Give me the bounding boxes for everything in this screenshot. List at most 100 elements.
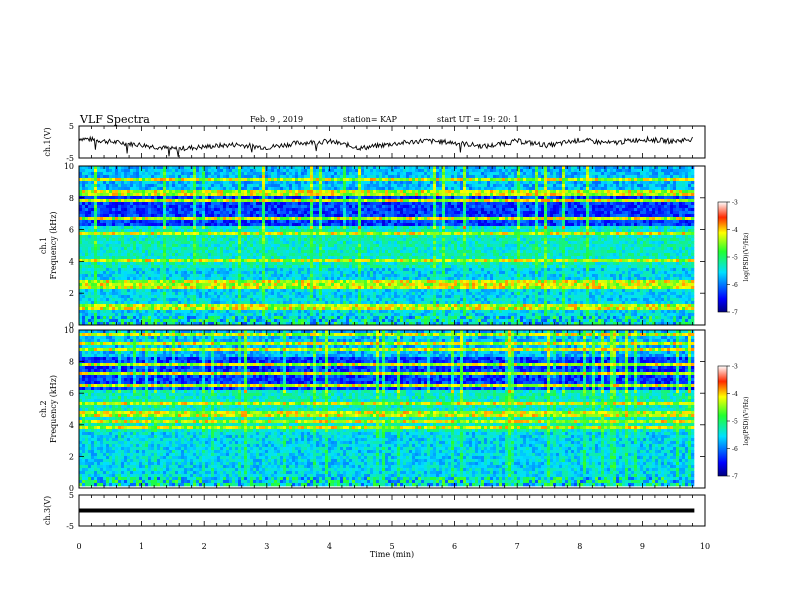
spectrogram-cell [313, 208, 316, 211]
spectrogram-cell [313, 217, 316, 220]
spectrogram-cell [106, 202, 109, 205]
spectrogram-cell [544, 187, 547, 190]
spectrogram-cell [169, 205, 172, 208]
spectrogram-cell [418, 196, 421, 199]
spectrogram-cell [403, 169, 406, 172]
spectrogram-cell [427, 172, 430, 175]
spectrogram-cell [430, 181, 433, 184]
spectrogram-cell [664, 172, 667, 175]
spectrogram-cell [181, 229, 184, 232]
spectrogram-cell [196, 169, 199, 172]
spectrogram-cell [673, 181, 676, 184]
spectrogram-cell [601, 217, 604, 220]
spectrogram-cell [502, 202, 505, 205]
spectrogram-cell [565, 205, 568, 208]
spectrogram-cell [571, 232, 574, 235]
spectrogram-cell [259, 214, 262, 217]
spectrogram-cell [337, 181, 340, 184]
spectrogram-cell [637, 181, 640, 184]
spectrogram-cell [301, 172, 304, 175]
spectrogram-cell [418, 229, 421, 232]
spectrogram-cell [637, 178, 640, 181]
spectrogram-cell [400, 223, 403, 226]
spectrogram-cell [499, 181, 502, 184]
spectrogram-cell [499, 229, 502, 232]
spectrogram-cell [121, 196, 124, 199]
spectrogram-cell [397, 172, 400, 175]
spectrogram-cell [379, 175, 382, 178]
spectrogram-cell [178, 193, 181, 196]
spectrogram-cell [172, 172, 175, 175]
spectrogram-cell [259, 181, 262, 184]
spectrogram-cell [430, 217, 433, 220]
spectrogram-cell [523, 235, 526, 238]
spectrogram-cell [529, 169, 532, 172]
spectrogram-cell [577, 232, 580, 235]
spectrogram-cell [487, 208, 490, 211]
spectrogram-cell [640, 199, 643, 202]
spectrogram-cell [484, 184, 487, 187]
spectrogram-cell [217, 190, 220, 193]
spectrogram-cell [589, 193, 592, 196]
spectrogram-cell [601, 181, 604, 184]
spectrogram-cell [151, 205, 154, 208]
spectrogram-cell [328, 202, 331, 205]
spectrogram-cell [427, 223, 430, 226]
spectrogram-cell [181, 172, 184, 175]
spectrogram-cell [265, 175, 268, 178]
spectrogram-cell [535, 193, 538, 196]
spectrogram-cell [298, 220, 301, 223]
spectrogram-cell [178, 172, 181, 175]
spectrogram-cell [232, 172, 235, 175]
spectrogram-cell [190, 190, 193, 193]
spectrogram-cell [85, 214, 88, 217]
spectrogram-cell [373, 226, 376, 229]
spectrogram-cell [166, 217, 169, 220]
spectrogram-cell [184, 229, 187, 232]
spectrogram-cell [346, 169, 349, 172]
spectrogram-cell [583, 169, 586, 172]
spectrogram-cell [358, 229, 361, 232]
spectrogram-cell [352, 211, 355, 214]
spectrogram-cell [493, 190, 496, 193]
spectrogram-cell [685, 214, 688, 217]
spectrogram-cell [622, 184, 625, 187]
spectrogram-cell [139, 232, 142, 235]
spectrogram-cell [82, 181, 85, 184]
spectrogram-cell [499, 226, 502, 229]
spectrogram-cell [418, 214, 421, 217]
spectrogram-cell [424, 214, 427, 217]
spectrogram-cell [211, 172, 214, 175]
spectrogram-cell [685, 220, 688, 223]
spectrogram-cell [583, 190, 586, 193]
spectrogram-cell [193, 223, 196, 226]
spectrogram-cell [214, 190, 217, 193]
spectrogram-cell [301, 208, 304, 211]
spectrogram-cell [121, 181, 124, 184]
spectrogram-cell [649, 184, 652, 187]
spectrogram-cell [307, 214, 310, 217]
spectrogram-cell [406, 235, 409, 238]
spectrogram-cell [400, 217, 403, 220]
spectrogram-cell [559, 178, 562, 181]
spectrogram-cell [550, 187, 553, 190]
spectrogram-cell [163, 205, 166, 208]
spectrogram-cell [112, 199, 115, 202]
spectrogram-cell [580, 217, 583, 220]
spectrogram-cell [550, 205, 553, 208]
spectrogram-cell [628, 226, 631, 229]
spectrogram-cell [412, 178, 415, 181]
spectrogram-cell [280, 190, 283, 193]
spectrogram-cell [391, 175, 394, 178]
spectrogram-cell [631, 205, 634, 208]
spectrogram-cell [565, 211, 568, 214]
spectrogram-cell [625, 217, 628, 220]
spectrogram-cell [634, 172, 637, 175]
spectrogram-cell [670, 208, 673, 211]
spectrogram-cell [274, 184, 277, 187]
spectrogram-cell [568, 172, 571, 175]
spectrogram-cell [289, 214, 292, 217]
spectrogram-cell [118, 199, 121, 202]
spectrogram-cell [631, 214, 634, 217]
spectrogram-cell [658, 196, 661, 199]
